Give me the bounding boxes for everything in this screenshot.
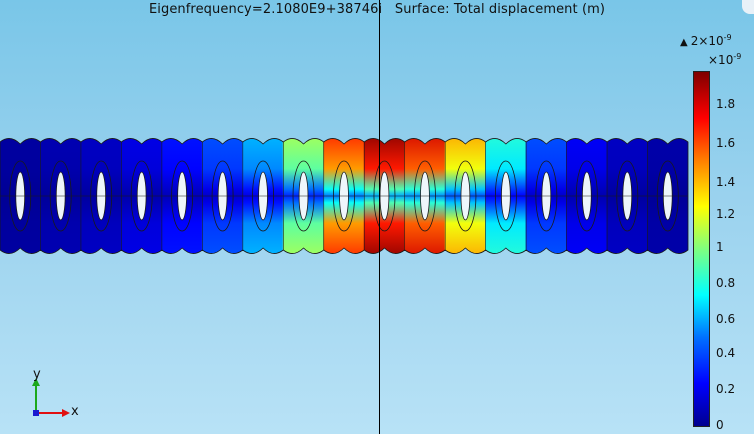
view-control-icon[interactable]	[742, 0, 754, 14]
axis-arrows-icon	[32, 378, 70, 417]
x-axis-label: x	[71, 404, 79, 419]
axis-triad: y x	[22, 366, 92, 426]
beam-outline	[0, 138, 689, 254]
plot-title: Eigenfrequency=2.1080E9+38746i Surface: …	[148, 2, 606, 17]
y-axis-label: y	[33, 367, 41, 382]
center-line	[379, 0, 380, 434]
